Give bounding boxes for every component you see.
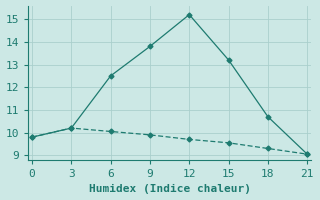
X-axis label: Humidex (Indice chaleur): Humidex (Indice chaleur) [89, 184, 251, 194]
